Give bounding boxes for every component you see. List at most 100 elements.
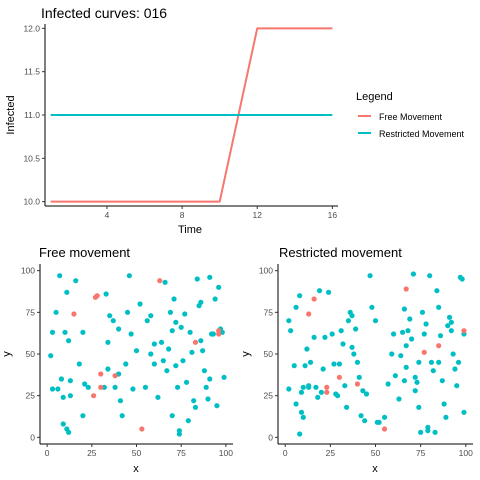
not-infected-point [322,334,328,340]
not-infected-point [116,326,122,332]
not-infected-point [198,299,204,305]
not-infected-point [60,421,66,427]
x-tick-label: 100 [219,448,233,458]
x-tick-label: 8 [180,210,185,220]
y-axis-label: Infected [5,95,17,134]
y-tick-label: 25 [264,391,274,401]
not-infected-point [221,374,227,380]
not-infected-point [320,366,326,372]
not-infected-point [49,386,56,392]
not-infected-point [67,378,73,384]
infected-point [311,296,317,302]
infected-point [98,371,104,377]
not-infected-point [313,384,319,390]
not-infected-point [315,394,321,400]
x-axis-label: x [133,463,139,475]
y-tick-label: 100 [21,266,35,276]
infected-point [71,311,77,317]
free-movement-scatter-chart: Free movement 0 25 50 75 100 0 25 50 75 100 x y [1,245,233,475]
x-tick-label: 4 [105,210,110,220]
series-line-free-movement [50,27,333,203]
not-infected-point [432,429,438,435]
not-infected-point [178,324,184,330]
x-tick-label: 0 [283,448,288,458]
chart-title: Free movement [39,245,130,260]
infected-point [324,384,330,390]
not-infected-point [80,413,86,419]
not-infected-point [363,391,370,397]
infected-point [139,426,145,432]
not-infected-point [311,334,317,340]
not-infected-point [180,358,186,364]
not-infected-point [176,431,182,437]
y-tick-label: 25 [26,391,36,401]
not-infected-point [48,353,54,359]
not-infected-point [67,393,73,399]
not-infected-point [399,329,406,335]
chart-title: Infected curves: 016 [41,5,167,21]
not-infected-point [166,346,172,352]
legend: Legend Free Movement Restricted Movement [356,91,465,139]
not-infected-point [298,389,305,395]
not-infected-point [82,381,88,387]
y-tick-label: 50 [26,349,36,359]
y-tick-label: 100 [259,266,273,276]
not-infected-point [443,414,449,420]
x-tick-label: 75 [416,448,426,458]
x-tick-label: 12 [253,210,263,220]
x-axis-label: x [372,463,378,475]
not-infected-point [182,311,188,317]
y-tick-label: 50 [264,349,274,359]
not-infected-point [338,328,344,334]
not-infected-point [398,353,404,359]
infected-point [336,374,342,380]
not-infected-point [105,366,111,372]
not-infected-point [329,331,335,337]
not-infected-point [401,378,407,384]
infected-point [91,393,97,399]
not-infected-point [445,323,451,329]
not-infected-point [112,384,118,390]
not-infected-point [85,384,91,390]
y-tick-label: 75 [26,307,36,317]
not-infected-point [300,384,306,390]
not-infected-point [334,393,341,399]
y-axis-label: y [1,351,13,357]
not-infected-point [205,396,211,402]
not-infected-point [158,339,165,345]
not-infected-point [354,359,361,365]
not-infected-point [185,418,191,424]
not-infected-point [353,326,359,332]
infected-point [98,384,104,390]
not-infected-point [175,384,181,390]
infected-point [421,349,427,355]
infected-point [381,426,388,432]
not-infected-point [345,318,352,324]
not-infected-point [461,409,467,415]
y-tick-label: 11.0 [24,110,40,120]
not-infected-point [396,396,402,402]
not-infected-point [369,304,375,310]
not-infected-point [160,358,166,364]
not-infected-point [302,363,308,369]
not-infected-point [389,351,395,357]
not-infected-point [450,351,456,357]
not-infected-point [430,368,436,374]
not-infected-point [455,359,462,365]
not-infected-point [55,386,61,392]
not-infected-point [316,288,323,294]
not-infected-point [201,368,208,374]
not-infected-point [434,288,440,294]
x-tick-label: 50 [371,448,381,458]
not-infected-point [148,351,154,357]
y-tick-label: 0 [268,432,273,442]
not-infected-point [414,379,420,385]
infected-point [436,343,442,349]
not-infected-point [425,428,431,434]
not-infected-point [410,271,417,277]
not-infected-point [439,378,445,384]
not-infected-point [392,373,398,379]
not-infected-point [437,333,444,339]
y-tick-label: 10.0 [23,197,40,207]
not-infected-point [307,359,314,365]
